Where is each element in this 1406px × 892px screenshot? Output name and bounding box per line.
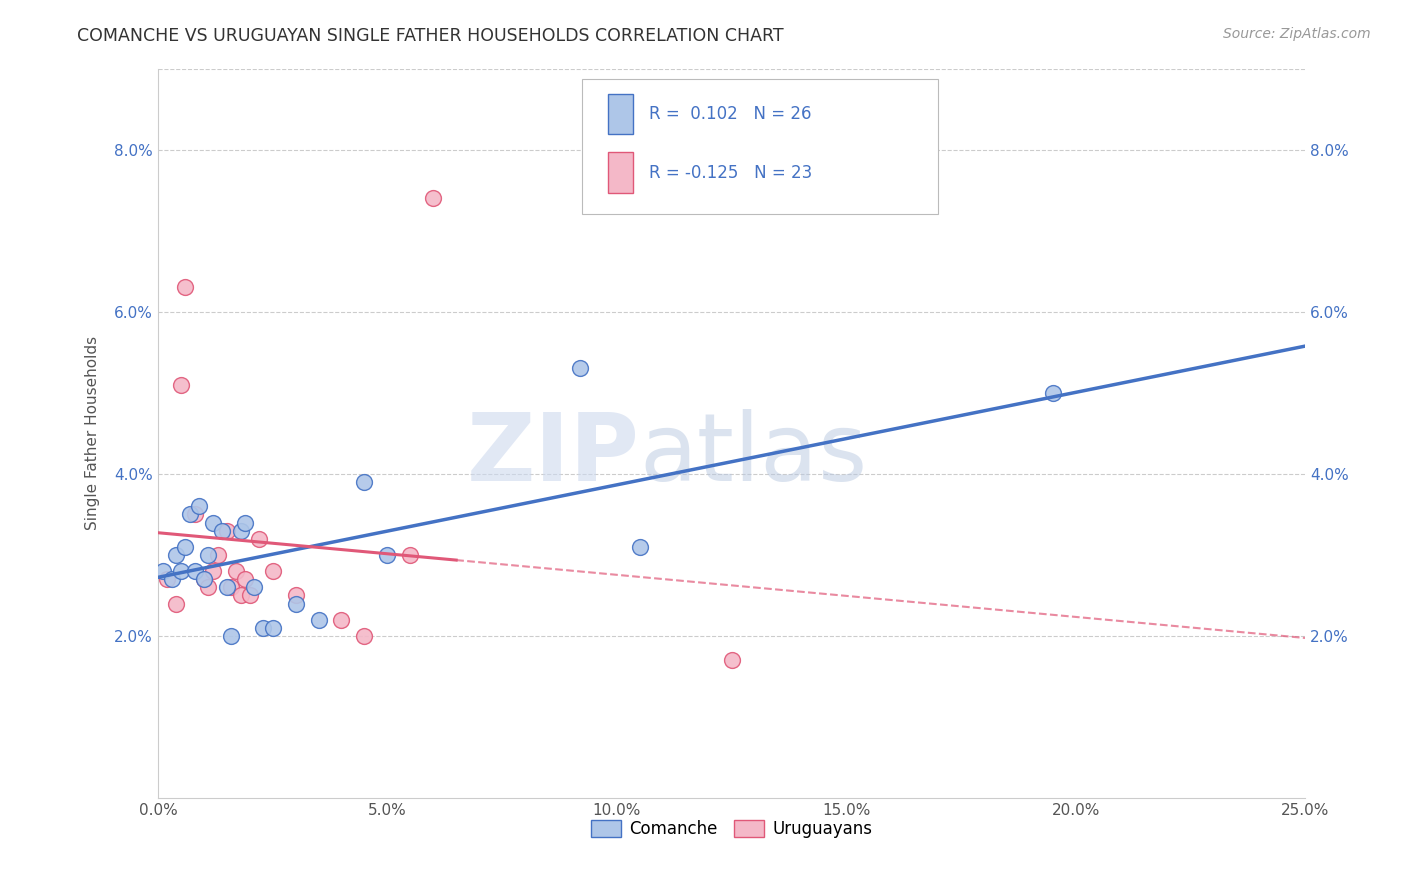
Text: atlas: atlas <box>640 409 868 501</box>
Point <box>233 572 256 586</box>
Point <box>215 580 238 594</box>
Point <box>215 524 238 538</box>
Point <box>422 191 444 205</box>
Point <box>188 500 211 514</box>
Point <box>229 524 252 538</box>
Point <box>165 597 187 611</box>
Text: COMANCHE VS URUGUAYAN SINGLE FATHER HOUSEHOLDS CORRELATION CHART: COMANCHE VS URUGUAYAN SINGLE FATHER HOUS… <box>77 27 785 45</box>
Point <box>174 280 197 294</box>
Point <box>160 572 183 586</box>
Point <box>179 508 201 522</box>
Point <box>221 580 243 594</box>
Point <box>152 564 174 578</box>
Point <box>193 572 215 586</box>
Point <box>156 572 179 586</box>
Point <box>569 361 592 376</box>
Point <box>170 377 193 392</box>
Point <box>377 548 399 562</box>
Point <box>233 516 256 530</box>
Point <box>183 564 205 578</box>
Point <box>183 508 205 522</box>
Point <box>628 540 651 554</box>
Point <box>720 653 742 667</box>
Point <box>225 564 247 578</box>
Point <box>353 475 375 489</box>
Point <box>201 564 224 578</box>
Point <box>247 532 270 546</box>
Text: Source: ZipAtlas.com: Source: ZipAtlas.com <box>1223 27 1371 41</box>
Point <box>193 572 215 586</box>
Point <box>221 629 243 643</box>
Point <box>262 621 284 635</box>
Point <box>239 589 262 603</box>
FancyBboxPatch shape <box>607 153 633 193</box>
Point <box>308 613 330 627</box>
Point <box>262 564 284 578</box>
FancyBboxPatch shape <box>607 94 633 134</box>
Point <box>197 548 219 562</box>
Text: R = -0.125   N = 23: R = -0.125 N = 23 <box>650 164 813 182</box>
Point <box>211 524 233 538</box>
Point <box>201 516 224 530</box>
Point <box>170 564 193 578</box>
Point <box>174 540 197 554</box>
Point <box>284 589 307 603</box>
Point <box>399 548 422 562</box>
Point <box>243 580 266 594</box>
Point <box>353 629 375 643</box>
Point <box>165 548 187 562</box>
Point <box>1042 385 1064 400</box>
FancyBboxPatch shape <box>582 79 938 214</box>
Point <box>197 580 219 594</box>
Y-axis label: Single Father Households: Single Father Households <box>86 336 100 531</box>
Text: R =  0.102   N = 26: R = 0.102 N = 26 <box>650 105 811 123</box>
Point <box>229 589 252 603</box>
Text: ZIP: ZIP <box>467 409 640 501</box>
Point <box>284 597 307 611</box>
Point <box>207 548 229 562</box>
Point <box>252 621 274 635</box>
Legend: Comanche, Uruguayans: Comanche, Uruguayans <box>583 813 879 845</box>
Point <box>330 613 353 627</box>
